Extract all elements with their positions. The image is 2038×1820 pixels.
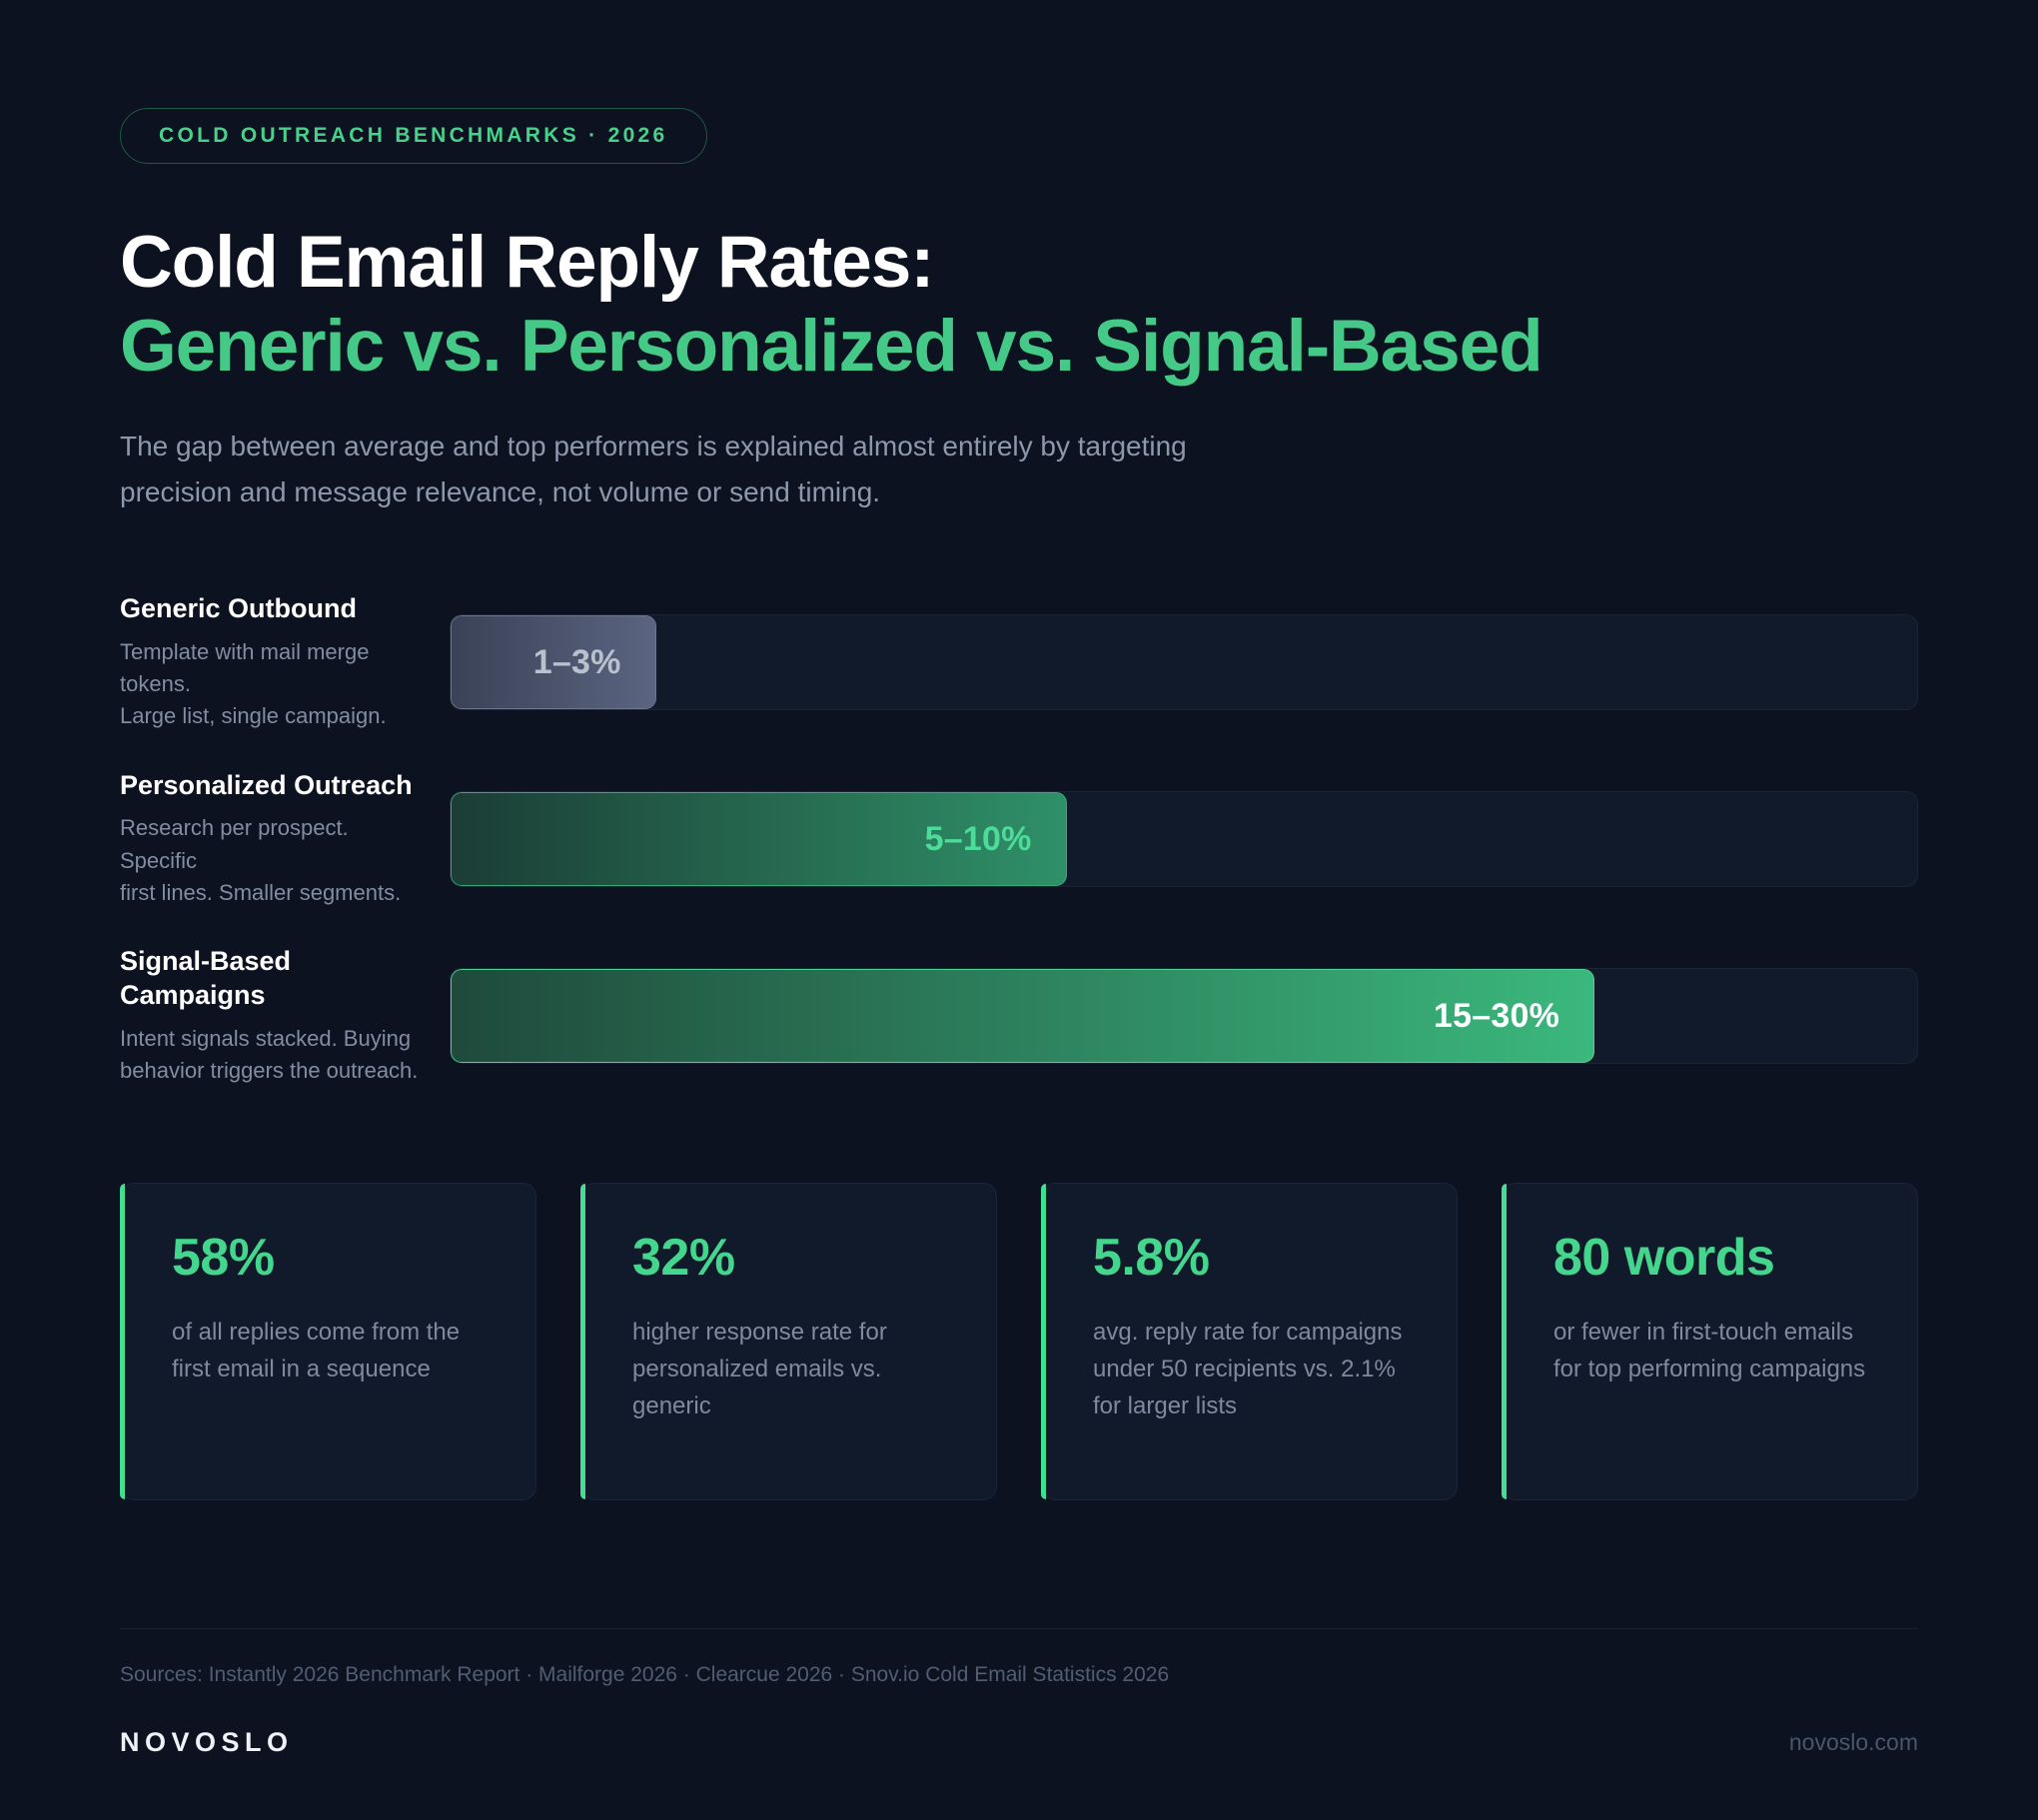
bar-label-group: Personalized Outreach Research per prosp… [120, 769, 450, 910]
stat-accent-bar [1502, 1183, 1507, 1499]
bar-desc-line-2: behavior triggers the outreach. [120, 1058, 419, 1084]
stat-number: 58% [172, 1228, 275, 1287]
bar-fill-personalized: 5–10% [451, 792, 1067, 887]
stat-card: 5.8% avg. reply rate for campaigns under… [1041, 1182, 1458, 1500]
stat-accent-bar [120, 1183, 125, 1499]
bar-category-desc: Template with mail merge tokens. Large l… [120, 636, 420, 733]
stat-card: 58% of all replies come from the first e… [120, 1182, 536, 1500]
title-secondary: Generic vs. Personalized vs. Signal-Base… [120, 306, 1543, 388]
footer-bottom: NOVOSLO novoslo.com [120, 1727, 1918, 1758]
bar-value-label: 1–3% [532, 642, 621, 681]
stat-description: or fewer in first-touch emails for top p… [1553, 1318, 1866, 1382]
header: COLD OUTREACH BENCHMARKS · 2026 Cold Ema… [0, 0, 2038, 514]
bar-value-label: 5–10% [924, 819, 1032, 858]
website-url: novoslo.com [1788, 1729, 1918, 1755]
stat-description: higher response rate for personalized em… [632, 1318, 887, 1420]
bar-row: Signal-Based Campaigns Intent signals st… [120, 945, 1918, 1087]
bar-category-desc: Intent signals stacked. Buying behavior … [120, 1023, 420, 1088]
page-title: Cold Email Reply Rates: Generic vs. Pers… [120, 222, 1918, 388]
bar-category-title: Generic Outbound [120, 592, 358, 623]
stat-accent-bar [580, 1183, 585, 1499]
bar-row: Personalized Outreach Research per prosp… [120, 769, 1918, 910]
bar-chart: Generic Outbound Template with mail merg… [0, 592, 2038, 1088]
bar-category-title: Signal-Based Campaigns [120, 946, 292, 1011]
bar-desc-line-1: Intent signals stacked. Buying [120, 1025, 412, 1051]
bar-fill-generic: 1–3% [451, 615, 656, 710]
stat-description: avg. reply rate for campaigns under 50 r… [1093, 1318, 1403, 1420]
category-badge: COLD OUTREACH BENCHMARKS · 2026 [120, 108, 707, 164]
bar-desc-line-2: first lines. Smaller segments. [120, 880, 402, 906]
stat-card-group: 58% of all replies come from the first e… [0, 1182, 2038, 1500]
bar-category-desc: Research per prospect. Specific first li… [120, 812, 420, 909]
stat-card: 80 words or fewer in first-touch emails … [1502, 1182, 1918, 1500]
stat-number: 80 words [1553, 1228, 1775, 1287]
stat-number: 32% [632, 1228, 735, 1287]
subtitle: The gap between average and top performe… [120, 424, 1299, 514]
bar-desc-line-1: Research per prospect. Specific [120, 815, 349, 873]
footer: Sources: Instantly 2026 Benchmark Report… [120, 1628, 1918, 1758]
bar-label-group: Generic Outbound Template with mail merg… [120, 592, 450, 733]
bar-track: 5–10% [450, 791, 1918, 888]
stat-accent-bar [1041, 1183, 1046, 1499]
bar-track: 15–30% [450, 968, 1918, 1065]
bar-value-label: 15–30% [1434, 996, 1560, 1035]
sources-text: Sources: Instantly 2026 Benchmark Report… [120, 1663, 1170, 1686]
footer-divider [120, 1628, 1918, 1629]
bar-label-group: Signal-Based Campaigns Intent signals st… [120, 945, 450, 1087]
bar-desc-line-1: Template with mail merge tokens. [120, 638, 370, 697]
bar-track: 1–3% [450, 614, 1918, 711]
subtitle-line-1: The gap between average and top performe… [120, 431, 1187, 462]
bar-row: Generic Outbound Template with mail merg… [120, 592, 1918, 733]
bar-category-title: Personalized Outreach [120, 769, 413, 800]
brand-logo: NOVOSLO [120, 1727, 294, 1757]
stat-description: of all replies come from the first email… [172, 1318, 461, 1382]
stat-number: 5.8% [1093, 1228, 1210, 1287]
bar-fill-signal: 15–30% [451, 969, 1595, 1064]
title-primary: Cold Email Reply Rates: [120, 222, 935, 303]
subtitle-line-2: precision and message relevance, not vol… [120, 475, 881, 507]
bar-desc-line-2: Large list, single campaign. [120, 703, 387, 729]
stat-card: 32% higher response rate for personalize… [580, 1182, 997, 1500]
